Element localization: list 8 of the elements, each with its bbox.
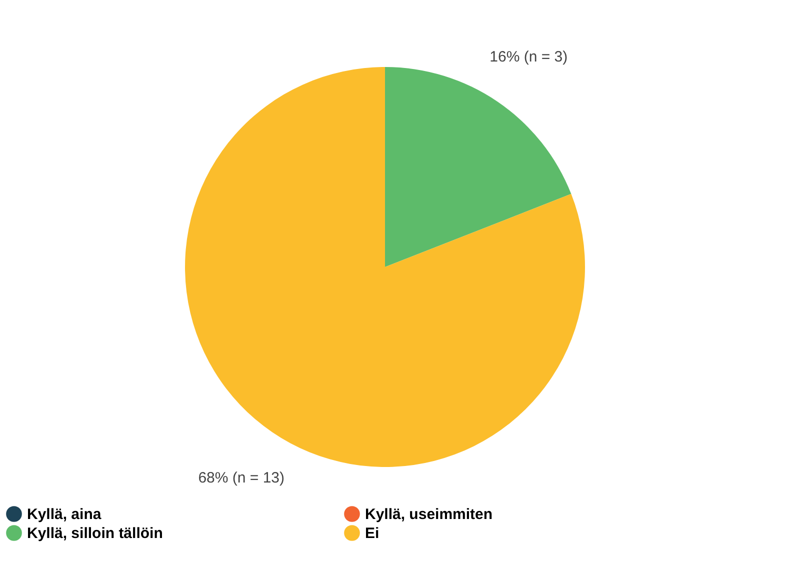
- data-label: 16% (n = 3): [490, 48, 568, 66]
- legend-label: Kyllä, silloin tällöin: [27, 525, 163, 542]
- pie-slice: [185, 67, 585, 467]
- pie-slice: [385, 67, 572, 267]
- legend-label: Kyllä, aina: [27, 506, 102, 523]
- legend-label: Ei: [365, 525, 380, 542]
- data-label: 68% (n = 13): [198, 470, 285, 487]
- legend-label: Kyllä, useimmiten: [365, 506, 493, 523]
